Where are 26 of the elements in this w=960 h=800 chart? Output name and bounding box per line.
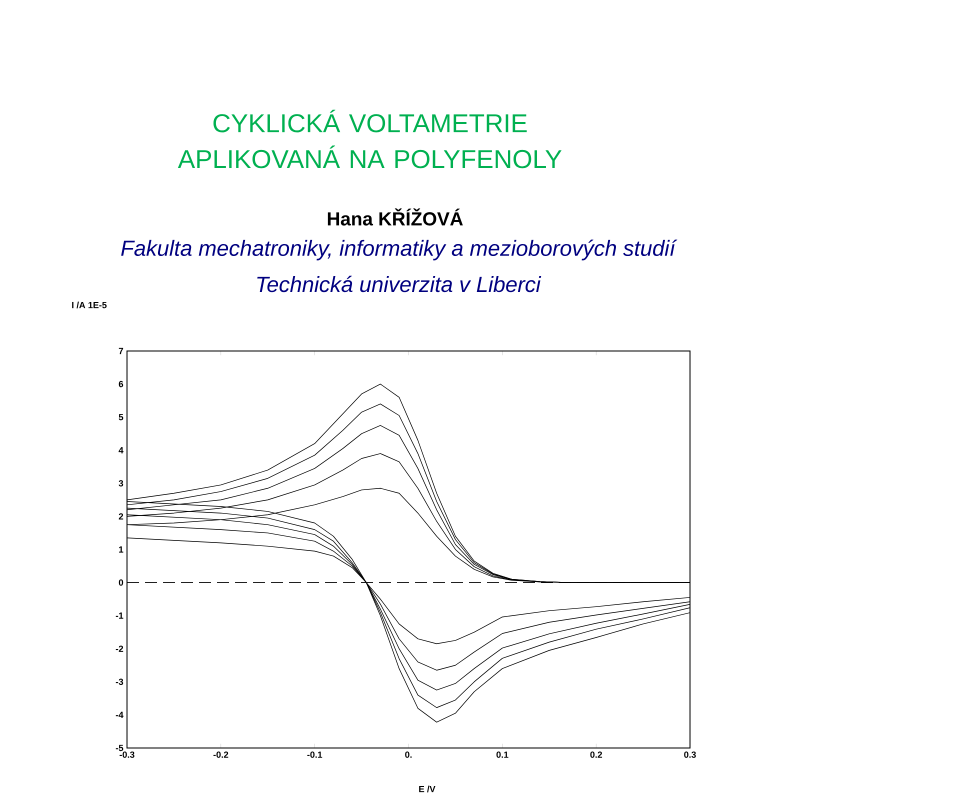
y-tick-label: 1 bbox=[119, 546, 124, 553]
y-tick-label: 2 bbox=[118, 513, 124, 520]
y-tick-label: -2 bbox=[116, 646, 124, 652]
y-tick-label: -3 bbox=[116, 678, 124, 685]
y-tick-label: 3 bbox=[118, 480, 124, 486]
y-tick-label: 5 bbox=[118, 414, 124, 420]
x-axis-title: E /V bbox=[419, 786, 436, 792]
y-tick-label: -5 bbox=[116, 744, 124, 752]
y-tick-label: -1 bbox=[116, 612, 124, 619]
x-tick-label: 0.2 bbox=[590, 752, 602, 758]
x-tick-label: 0.3 bbox=[684, 752, 696, 758]
x-tick-label: 0.1 bbox=[496, 752, 508, 758]
y-tick-label: 6 bbox=[118, 380, 124, 388]
chart-title: CYKLICKÁ VOLTAMETRIE APLIKOVANÁ NA POLYFENOLY bbox=[178, 110, 562, 168]
text: Technická univerzita v Liberci bbox=[257, 276, 542, 292]
x-tick-label: -0.2 bbox=[213, 752, 228, 758]
x-tick-label: 0. bbox=[405, 752, 412, 758]
y-tick-label: 4 bbox=[118, 447, 124, 454]
y-tick-label: -4 bbox=[116, 712, 124, 718]
text: Fakulta mechatroniky, informatiky a mezioborových studií bbox=[121, 240, 678, 260]
x-tick-label: -0.3 bbox=[120, 752, 134, 758]
text: I /A 1E-5 bbox=[72, 302, 107, 308]
y-tick-label: 0 bbox=[118, 579, 124, 586]
y-tick-label: 7 bbox=[118, 348, 124, 354]
x-tick-label: -0.1 bbox=[307, 752, 322, 758]
chart-subtitle: Hana KŘÍŽOVÁ bbox=[328, 208, 463, 226]
